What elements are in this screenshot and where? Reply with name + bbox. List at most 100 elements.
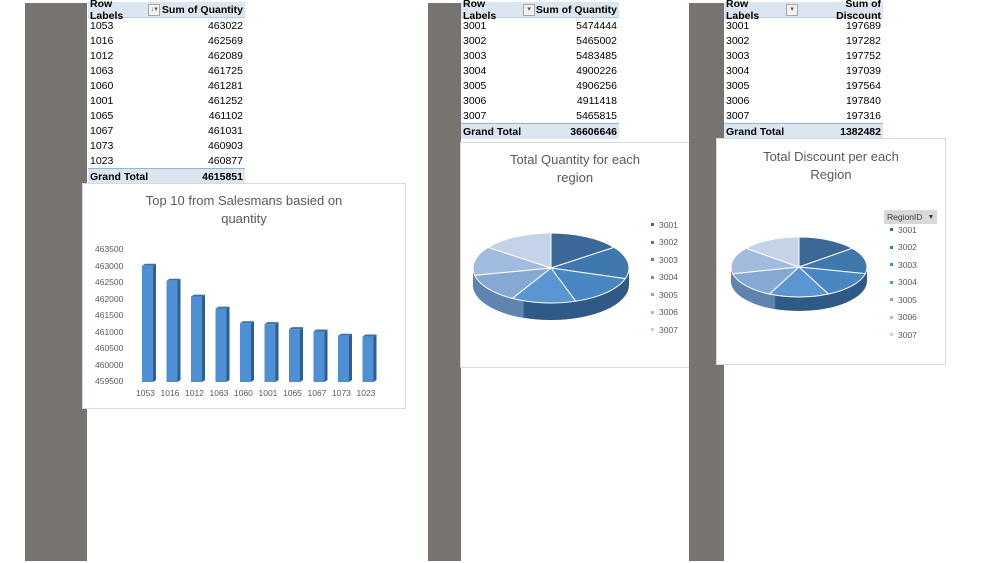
table-row[interactable]: 3006 197840: [724, 93, 883, 108]
y-tick-label: 459500: [95, 376, 124, 386]
pie-slice[interactable]: [798, 236, 854, 268]
legend-item[interactable]: 3001: [651, 216, 678, 234]
table-row[interactable]: 1067 461031: [88, 123, 245, 138]
pivot-table-salesmen[interactable]: Row Labels ↓▾ Sum of Quantity 1053 463022…: [88, 0, 245, 184]
table-row[interactable]: 1016 462569: [88, 33, 245, 48]
legend-item[interactable]: 3001: [890, 221, 917, 239]
y-tick-label: 463000: [95, 260, 124, 271]
legend-item[interactable]: 3003: [651, 251, 678, 269]
chart-title-line1: Top 10 from Salesmans basied on: [145, 193, 343, 208]
pie-slice[interactable]: [744, 236, 800, 268]
legend-item[interactable]: 3006: [890, 309, 917, 327]
table-row[interactable]: 3003 5483485: [461, 48, 619, 63]
legend-swatch-icon: [651, 223, 654, 227]
legend-item[interactable]: 3003: [890, 256, 917, 274]
pie-slice[interactable]: [511, 267, 577, 304]
table-row[interactable]: 1053 463022: [88, 18, 245, 33]
legend-item[interactable]: 3007: [651, 321, 678, 339]
pie-chart-discount-by-region[interactable]: Total Discount per each Region RegionID …: [716, 138, 946, 365]
legend-item[interactable]: 3005: [651, 286, 678, 304]
grand-total-value: 1382482: [840, 125, 881, 138]
legend-swatch-icon: [890, 245, 893, 249]
row-label: 3006: [726, 94, 750, 107]
x-tick-label: 1023: [356, 388, 376, 398]
pie-slice[interactable]: [486, 232, 552, 269]
legend-swatch-icon: [651, 240, 654, 244]
bar[interactable]: [313, 329, 328, 382]
bar[interactable]: [264, 322, 279, 382]
legend-item[interactable]: 3004: [890, 274, 917, 292]
pivot-table-region-discount[interactable]: Row Labels ▾ Sum of Discount 3001 197689 3…: [724, 0, 883, 139]
bar[interactable]: [191, 294, 205, 382]
legend-label: 3001: [659, 219, 678, 230]
dropdown-icon[interactable]: ▾: [523, 3, 535, 16]
sort-filter-icon[interactable]: ↓▾: [148, 3, 160, 16]
table-row[interactable]: 1060 461281: [88, 78, 245, 93]
legend-item[interactable]: 3006: [651, 304, 678, 322]
chart-title-line1: Total Quantity for each: [509, 152, 641, 167]
table-row[interactable]: 1063 461725: [88, 63, 245, 78]
table-row[interactable]: 3001 5474444: [461, 18, 619, 33]
table-row[interactable]: 3004 197039: [724, 63, 883, 78]
bar[interactable]: [338, 333, 352, 382]
table-row[interactable]: 3003 197752: [724, 48, 883, 63]
bar[interactable]: [142, 263, 156, 382]
pie-slice[interactable]: [768, 266, 830, 298]
table-row[interactable]: 1073 460903: [88, 138, 245, 153]
table-row[interactable]: 1023 460877: [88, 153, 245, 168]
table-row[interactable]: 3004 4900226: [461, 63, 619, 78]
dropdown-icon: ▼: [927, 213, 935, 221]
row-value: 5474444: [576, 19, 617, 32]
table-row[interactable]: 1065 461102: [88, 108, 245, 123]
legend-item[interactable]: 3004: [651, 269, 678, 287]
pivot-header: Row Labels ▾ Sum of Quantity: [461, 0, 619, 22]
table-row[interactable]: 3007 5465815: [461, 108, 619, 123]
table-row[interactable]: 3002 197282: [724, 33, 883, 48]
bar-chart-top10-salesmen[interactable]: Top 10 from Salesmans basied on quantity…: [82, 183, 406, 409]
table-row[interactable]: 3002 5465002: [461, 33, 619, 48]
row-labels-header: Row Labels: [463, 0, 497, 22]
pie-slice[interactable]: [473, 267, 553, 299]
row-value: 462569: [207, 34, 243, 47]
table-row[interactable]: 3007 197316: [724, 108, 883, 123]
legend-item[interactable]: 3002: [890, 239, 917, 257]
pie-slice[interactable]: [797, 266, 867, 295]
bar[interactable]: [362, 334, 377, 382]
bar[interactable]: [240, 321, 254, 382]
pie-slice[interactable]: [550, 232, 616, 269]
legend-item[interactable]: 3005: [890, 291, 917, 309]
chart-title: Total Discount per each Region: [717, 148, 945, 184]
legend-swatch-icon: [651, 293, 654, 297]
legend-item[interactable]: 3007: [890, 326, 917, 344]
grand-total-label: Grand Total: [463, 125, 522, 138]
table-row[interactable]: 1012 462089: [88, 48, 245, 63]
pie-slice[interactable]: [798, 247, 868, 275]
bar[interactable]: [289, 327, 303, 382]
pie-slice[interactable]: [731, 266, 801, 295]
legend-label: 3004: [898, 277, 917, 288]
bar[interactable]: [166, 278, 181, 382]
table-row[interactable]: 3006 4911418: [461, 93, 619, 108]
row-label: 1053: [90, 19, 114, 32]
bar[interactable]: [215, 306, 230, 382]
pie-slice[interactable]: [730, 247, 800, 275]
legend-swatch-icon: [651, 328, 654, 332]
table-row[interactable]: 3005 197564: [724, 78, 883, 93]
pie-chart-quantity-by-region[interactable]: Total Quantity for each region 3001 3002 3…: [460, 142, 690, 368]
regionid-field-button[interactable]: RegionID ▼: [884, 210, 938, 224]
table-row[interactable]: 3001 197689: [724, 18, 883, 33]
pivot-table-region-quantity[interactable]: Row Labels ▾ Sum of Quantity 3001 5474444…: [461, 0, 619, 139]
pivot-header: Row Labels ↓▾ Sum of Quantity: [88, 0, 245, 22]
legend-label: 3002: [659, 237, 678, 248]
row-value: 4900226: [576, 64, 617, 77]
table-row[interactable]: 1001 461252: [88, 93, 245, 108]
row-value: 197564: [845, 79, 881, 92]
legend-swatch-icon: [890, 333, 893, 337]
row-value: 460877: [207, 154, 243, 167]
row-label: 1012: [90, 49, 114, 62]
legend-swatch-icon: [651, 258, 654, 262]
dropdown-icon[interactable]: ▾: [786, 3, 798, 16]
table-row[interactable]: 3005 4906256: [461, 78, 619, 93]
legend-item[interactable]: 3002: [651, 234, 678, 252]
pie-slice[interactable]: [472, 246, 552, 276]
